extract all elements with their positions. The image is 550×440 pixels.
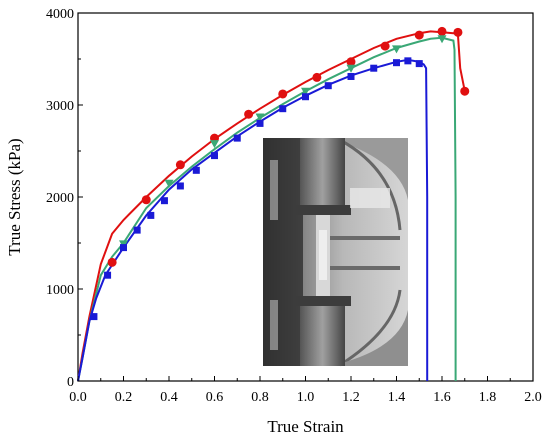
series-marker-0 [107, 257, 117, 267]
y-tick-label: 4000 [46, 7, 74, 22]
tensile-test-specimen-photo [263, 138, 408, 367]
x-tick-label: 1.0 [297, 390, 315, 405]
series-marker-2 [211, 152, 218, 160]
y-axis-title: True Stress (kPa) [5, 138, 24, 255]
x-tick-label: 0.6 [206, 390, 224, 405]
series-marker-2 [370, 64, 378, 72]
series-marker-0 [414, 30, 424, 40]
series-marker-0 [312, 72, 322, 82]
series-marker-0 [437, 26, 447, 36]
series-marker-0 [453, 27, 463, 37]
series-marker-2 [347, 72, 355, 80]
ticks-layer: 0.0 0.2 0.4 0.6 0.8 1.0 1.2 1.4 1.6 1.8 2.0 0 1000 20… [46, 7, 542, 405]
y-tick-label: 0 [67, 375, 74, 390]
series-layer [77, 26, 470, 382]
x-tick-label: 1.6 [433, 390, 451, 405]
series-marker-1 [301, 87, 310, 96]
series-marker-2 [302, 93, 309, 101]
x-tick-label: 0.4 [160, 390, 178, 405]
y-tick-label: 3000 [46, 99, 74, 114]
x-tick-label: 1.2 [342, 390, 360, 405]
x-tick-label: 0.2 [115, 390, 133, 405]
series-marker-1 [210, 140, 219, 149]
series-marker-0 [346, 57, 356, 67]
y-tick-label: 1000 [46, 283, 74, 298]
x-tick-label: 2.0 [524, 390, 542, 405]
series-marker-2 [279, 105, 287, 113]
series-marker-2 [324, 82, 332, 90]
series-marker-2 [192, 166, 200, 174]
series-marker-2 [120, 244, 127, 252]
series-marker-2 [393, 59, 400, 67]
series-marker-1 [346, 64, 356, 73]
series-marker-0 [141, 195, 151, 205]
x-tick-label: 0.0 [69, 390, 87, 405]
series-marker-2 [233, 134, 241, 142]
x-tick-label: 1.4 [388, 390, 406, 405]
series-marker-2 [404, 57, 412, 65]
series-marker-1 [255, 113, 265, 122]
series-marker-0 [380, 41, 390, 51]
x-axis-title: True Strain [267, 417, 344, 436]
series-marker-2 [147, 211, 155, 219]
series-marker-0 [460, 86, 470, 96]
y-tick-label: 2000 [46, 191, 74, 206]
series-marker-2 [160, 197, 168, 205]
series-marker-0 [278, 89, 288, 99]
series-marker-2 [415, 60, 423, 68]
series-marker-2 [104, 271, 112, 279]
series-marker-2 [133, 226, 141, 234]
series-marker-1 [164, 179, 174, 188]
series-marker-2 [256, 119, 264, 127]
series-marker-2 [90, 313, 98, 321]
x-tick-label: 0.8 [251, 390, 269, 405]
series-marker-2 [176, 182, 184, 190]
series-marker-0 [244, 109, 254, 119]
series-marker-1 [437, 35, 447, 44]
series-marker-1 [392, 45, 401, 54]
x-tick-label: 1.8 [479, 390, 497, 405]
series-marker-0 [175, 160, 185, 170]
